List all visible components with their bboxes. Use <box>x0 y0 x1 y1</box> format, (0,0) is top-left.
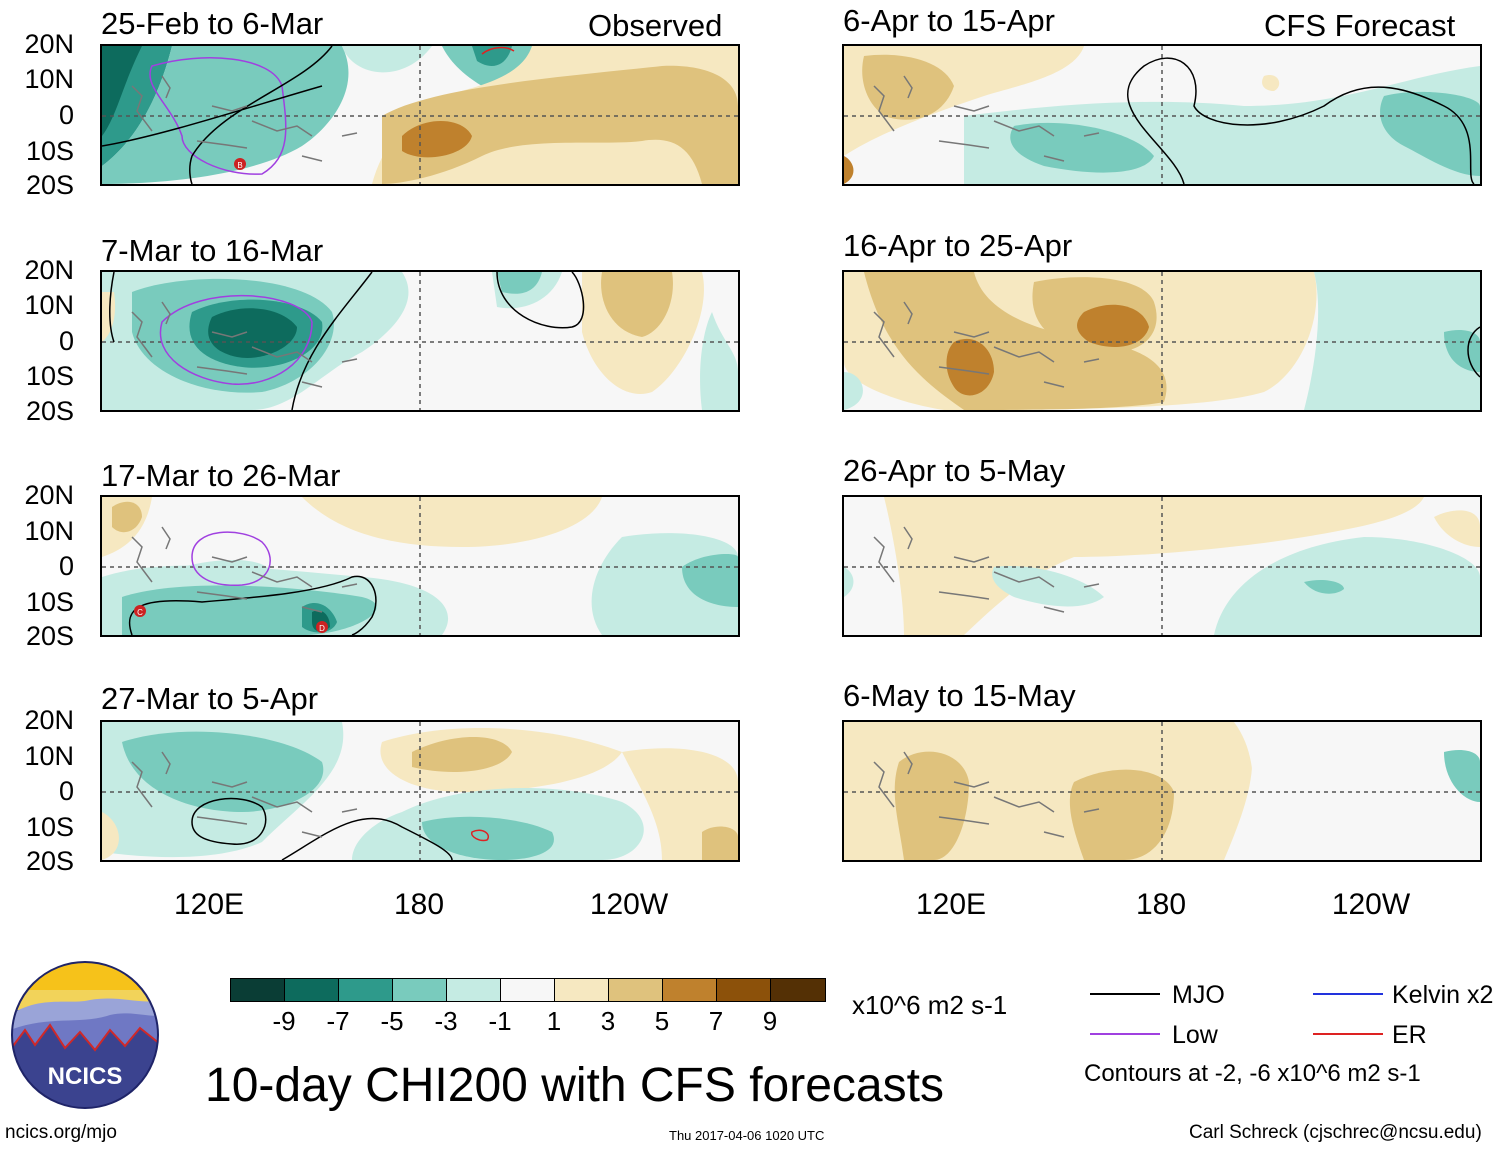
colorbar-tick: 5 <box>654 1006 670 1036</box>
map-obs1: B <box>100 44 740 186</box>
panel-label-forecast: CFS Forecast <box>1264 8 1456 43</box>
lat-label: 20N <box>24 255 74 285</box>
panel-title: 26-Apr to 5-May <box>843 453 1066 488</box>
lat-label: 20S <box>25 170 74 200</box>
colorbar-tick: -7 <box>326 1006 350 1036</box>
legend-label-er: ER <box>1392 1021 1427 1049</box>
legend-label-kelvin: Kelvin x2 <box>1392 981 1494 1009</box>
figure-title: 10-day CHI200 with CFS forecasts <box>205 1059 944 1112</box>
svg-text:D: D <box>319 624 325 633</box>
colorbar-swatch-6 <box>555 979 609 1001</box>
lat-label: 10N <box>24 290 74 320</box>
legend-label-low: Low <box>1172 1021 1218 1049</box>
panel-title: 16-Apr to 25-Apr <box>843 228 1073 263</box>
storm-marker-c: C <box>134 605 146 617</box>
storm-marker-b: B <box>234 158 246 170</box>
lat-label: 10S <box>25 361 74 391</box>
lat-label: 0 <box>58 776 74 806</box>
colorbar-swatch-9 <box>717 979 771 1001</box>
lon-label: 120W <box>1331 888 1411 921</box>
panel-title: 7-Mar to 16-Mar <box>101 233 324 268</box>
colorbar-tick: 1 <box>546 1006 562 1036</box>
colorbar-swatch-1 <box>285 979 339 1001</box>
panel-label-observed: Observed <box>588 8 723 43</box>
lat-label: 10S <box>25 587 74 617</box>
map-fc3 <box>842 495 1482 637</box>
map-obs4 <box>100 720 740 862</box>
lat-label: 20N <box>24 705 74 735</box>
colorbar <box>230 978 826 1002</box>
colorbar-units: x10^6 m2 s-1 <box>852 990 1008 1020</box>
lat-label: 10N <box>24 64 74 94</box>
svg-text:B: B <box>237 161 242 170</box>
colorbar-swatch-5 <box>501 979 555 1001</box>
lon-label: 180 <box>393 888 445 921</box>
colorbar-tick: -5 <box>380 1006 404 1036</box>
lon-label: 120W <box>589 888 669 921</box>
lat-label: 0 <box>58 100 74 130</box>
lat-label: 0 <box>58 326 74 356</box>
colorbar-tick: -3 <box>434 1006 458 1036</box>
panel-title: 17-Mar to 26-Mar <box>101 458 341 493</box>
colorbar-tick: -9 <box>272 1006 296 1036</box>
lat-label: 10S <box>25 136 74 166</box>
footer-timestamp: Thu 2017-04-06 1020 UTC <box>669 1128 825 1143</box>
map-obs3: C D <box>100 495 740 637</box>
colorbar-tick: 9 <box>762 1006 778 1036</box>
panel-title: 6-May to 15-May <box>843 678 1076 713</box>
panel-title: 6-Apr to 15-Apr <box>843 3 1055 38</box>
lat-label: 20S <box>25 621 74 651</box>
colorbar-tick: 7 <box>708 1006 724 1036</box>
contours-note: Contours at -2, -6 x10^6 m2 s-1 <box>1084 1060 1421 1087</box>
logo-text: NCICS <box>48 1063 123 1090</box>
footer-url[interactable]: ncics.org/mjo <box>5 1122 117 1143</box>
lat-label: 20N <box>24 480 74 510</box>
lat-label: 20N <box>24 29 74 59</box>
lon-label: 180 <box>1135 888 1187 921</box>
footer-author: Carl Schreck (cjschrec@ncsu.edu) <box>1189 1122 1482 1143</box>
legend-line-kelvin <box>1313 993 1383 995</box>
colorbar-swatch-3 <box>393 979 447 1001</box>
legend-line-er <box>1313 1033 1383 1035</box>
colorbar-swatch-8 <box>663 979 717 1001</box>
colorbar-swatch-0 <box>231 979 285 1001</box>
lat-label: 20S <box>25 396 74 426</box>
legend-label-mjo: MJO <box>1172 981 1225 1009</box>
map-fc2 <box>842 270 1482 412</box>
lat-label: 20S <box>25 846 74 876</box>
map-fc1 <box>842 44 1482 186</box>
map-fc4 <box>842 720 1482 862</box>
lat-label: 0 <box>58 551 74 581</box>
lon-label: 120E <box>915 888 987 921</box>
lon-label: 120E <box>173 888 245 921</box>
panel-title: 25-Feb to 6-Mar <box>101 6 324 41</box>
legend-line-mjo <box>1090 993 1160 995</box>
colorbar-swatch-10 <box>771 979 825 1001</box>
colorbar-swatch-7 <box>609 979 663 1001</box>
map-obs2 <box>100 270 740 412</box>
storm-marker-d: D <box>316 621 328 633</box>
legend-line-low <box>1090 1033 1160 1035</box>
panel-title: 27-Mar to 5-Apr <box>101 681 319 716</box>
lat-label: 10N <box>24 741 74 771</box>
ncics-logo: NCICS <box>10 960 160 1110</box>
svg-text:C: C <box>137 608 143 617</box>
lat-label: 10N <box>24 516 74 546</box>
colorbar-tick: 3 <box>600 1006 616 1036</box>
colorbar-swatch-4 <box>447 979 501 1001</box>
colorbar-swatch-2 <box>339 979 393 1001</box>
lat-label: 10S <box>25 812 74 842</box>
colorbar-tick: -1 <box>488 1006 512 1036</box>
